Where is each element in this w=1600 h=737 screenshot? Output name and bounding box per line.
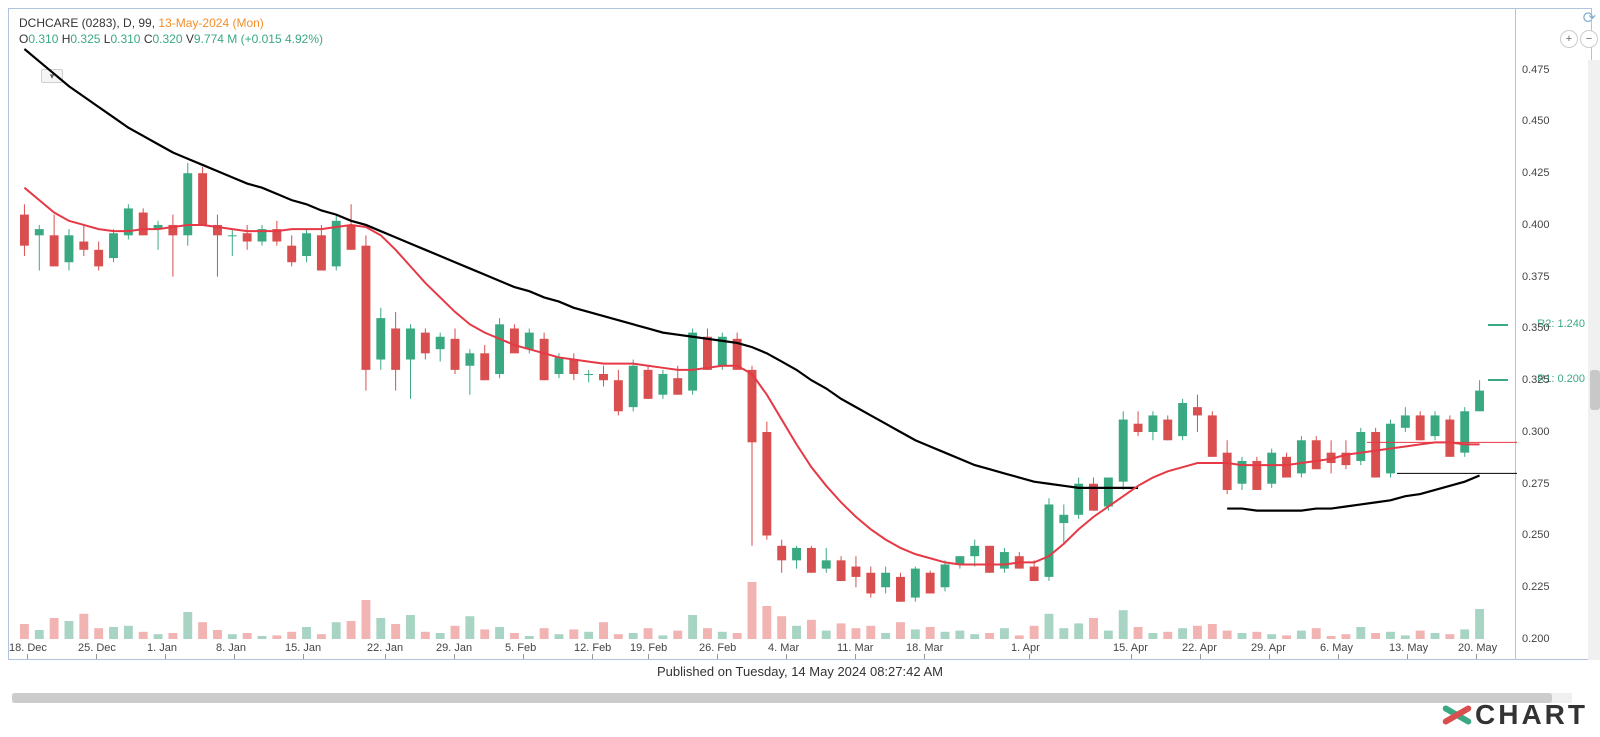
x-tick-line bbox=[234, 654, 235, 659]
x-tick-label: 20. May bbox=[1458, 642, 1497, 654]
y-tick-label: 0.250 bbox=[1522, 529, 1550, 541]
logo-x-icon bbox=[1441, 701, 1473, 729]
x-tick-label: 1. Apr bbox=[1011, 642, 1040, 654]
x-tick-line bbox=[648, 654, 649, 659]
y-tick-label: 0.475 bbox=[1522, 64, 1550, 76]
x-tick-line bbox=[1200, 654, 1201, 659]
x-tick-line bbox=[165, 654, 166, 659]
zoom-out-icon[interactable]: − bbox=[1580, 30, 1598, 48]
resistance-marker bbox=[1488, 324, 1508, 326]
x-tick-label: 11. Mar bbox=[837, 642, 873, 654]
chart-container: DCHCARE (0283), D, 99, 13-May-2024 (Mon)… bbox=[8, 8, 1516, 660]
x-tick-label: 1. Jan bbox=[147, 642, 177, 654]
x-tick-label: 29. Jan bbox=[436, 642, 472, 654]
x-tick-line bbox=[717, 654, 718, 659]
zoom-in-icon[interactable]: + bbox=[1560, 30, 1578, 48]
logo-text: CHART bbox=[1475, 699, 1588, 731]
horizontal-scrollbar-thumb[interactable] bbox=[12, 693, 1552, 703]
y-tick-label: 0.200 bbox=[1522, 633, 1550, 645]
x-tick-label: 12. Feb bbox=[574, 642, 611, 654]
xchart-logo: CHART bbox=[1441, 699, 1588, 731]
x-tick-line bbox=[924, 654, 925, 659]
vertical-scrollbar-thumb[interactable] bbox=[1590, 370, 1600, 410]
x-tick-label: 8. Jan bbox=[216, 642, 246, 654]
y-tick-label: 0.225 bbox=[1522, 581, 1550, 593]
x-tick-label: 13. May bbox=[1389, 642, 1428, 654]
x-tick-label: 5. Feb bbox=[505, 642, 536, 654]
x-tick-line bbox=[96, 654, 97, 659]
x-tick-label: 22. Apr bbox=[1182, 642, 1217, 654]
x-tick-label: 15. Apr bbox=[1113, 642, 1148, 654]
x-tick-label: 15. Jan bbox=[285, 642, 321, 654]
y-tick-label: 0.400 bbox=[1522, 219, 1550, 231]
refresh-icon[interactable]: ⟳ bbox=[1583, 8, 1596, 28]
x-tick-line bbox=[385, 654, 386, 659]
x-tick-label: 22. Jan bbox=[367, 642, 403, 654]
y-tick-label: 0.350 bbox=[1522, 322, 1550, 334]
x-tick-line bbox=[523, 654, 524, 659]
x-tick-line bbox=[1476, 654, 1477, 659]
x-tick-line bbox=[27, 654, 28, 659]
x-tick-line bbox=[1407, 654, 1408, 659]
x-tick-label: 26. Feb bbox=[699, 642, 736, 654]
x-tick-line bbox=[1269, 654, 1270, 659]
x-tick-label: 6. May bbox=[1320, 642, 1353, 654]
y-tick-label: 0.425 bbox=[1522, 167, 1550, 179]
x-tick-line bbox=[855, 654, 856, 659]
x-tick-label: 19. Feb bbox=[630, 642, 667, 654]
x-tick-line bbox=[1029, 654, 1030, 659]
y-tick-label: 0.325 bbox=[1522, 374, 1550, 386]
x-tick-line bbox=[786, 654, 787, 659]
x-tick-label: 18. Dec bbox=[9, 642, 47, 654]
x-tick-line bbox=[303, 654, 304, 659]
x-tick-line bbox=[1338, 654, 1339, 659]
x-tick-line bbox=[592, 654, 593, 659]
y-tick-label: 0.450 bbox=[1522, 115, 1550, 127]
y-tick-label: 0.275 bbox=[1522, 478, 1550, 490]
x-tick-label: 18. Mar bbox=[906, 642, 943, 654]
x-tick-label: 29. Apr bbox=[1251, 642, 1286, 654]
y-axis-panel: R2: 1.240R1: 0.2000.2000.2250.2500.2750.… bbox=[1516, 8, 1592, 660]
zoom-controls: + − bbox=[1560, 30, 1598, 48]
x-tick-label: 4. Mar bbox=[768, 642, 799, 654]
x-tick-label: 25. Dec bbox=[78, 642, 116, 654]
x-tick-line bbox=[1131, 654, 1132, 659]
resistance-marker bbox=[1488, 379, 1508, 381]
x-tick-line bbox=[454, 654, 455, 659]
price-chart[interactable] bbox=[9, 9, 1517, 661]
vertical-scrollbar[interactable] bbox=[1588, 60, 1600, 660]
published-timestamp: Published on Tuesday, 14 May 2024 08:27:… bbox=[0, 664, 1600, 679]
y-tick-label: 0.375 bbox=[1522, 271, 1550, 283]
y-tick-label: 0.300 bbox=[1522, 426, 1550, 438]
